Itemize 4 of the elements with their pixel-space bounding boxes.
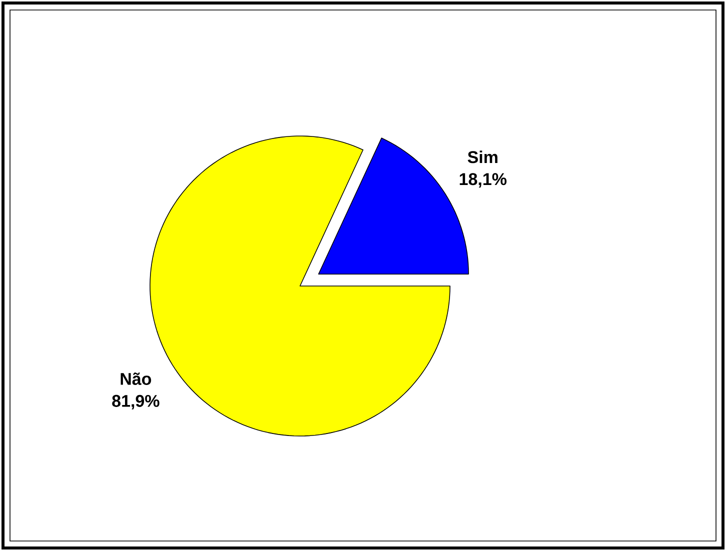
data-label: 81,9% bbox=[112, 394, 160, 410]
slice-label: Não bbox=[120, 372, 152, 385]
slice-label: Sim bbox=[468, 150, 498, 164]
data-label: 18,1% bbox=[460, 173, 506, 188]
